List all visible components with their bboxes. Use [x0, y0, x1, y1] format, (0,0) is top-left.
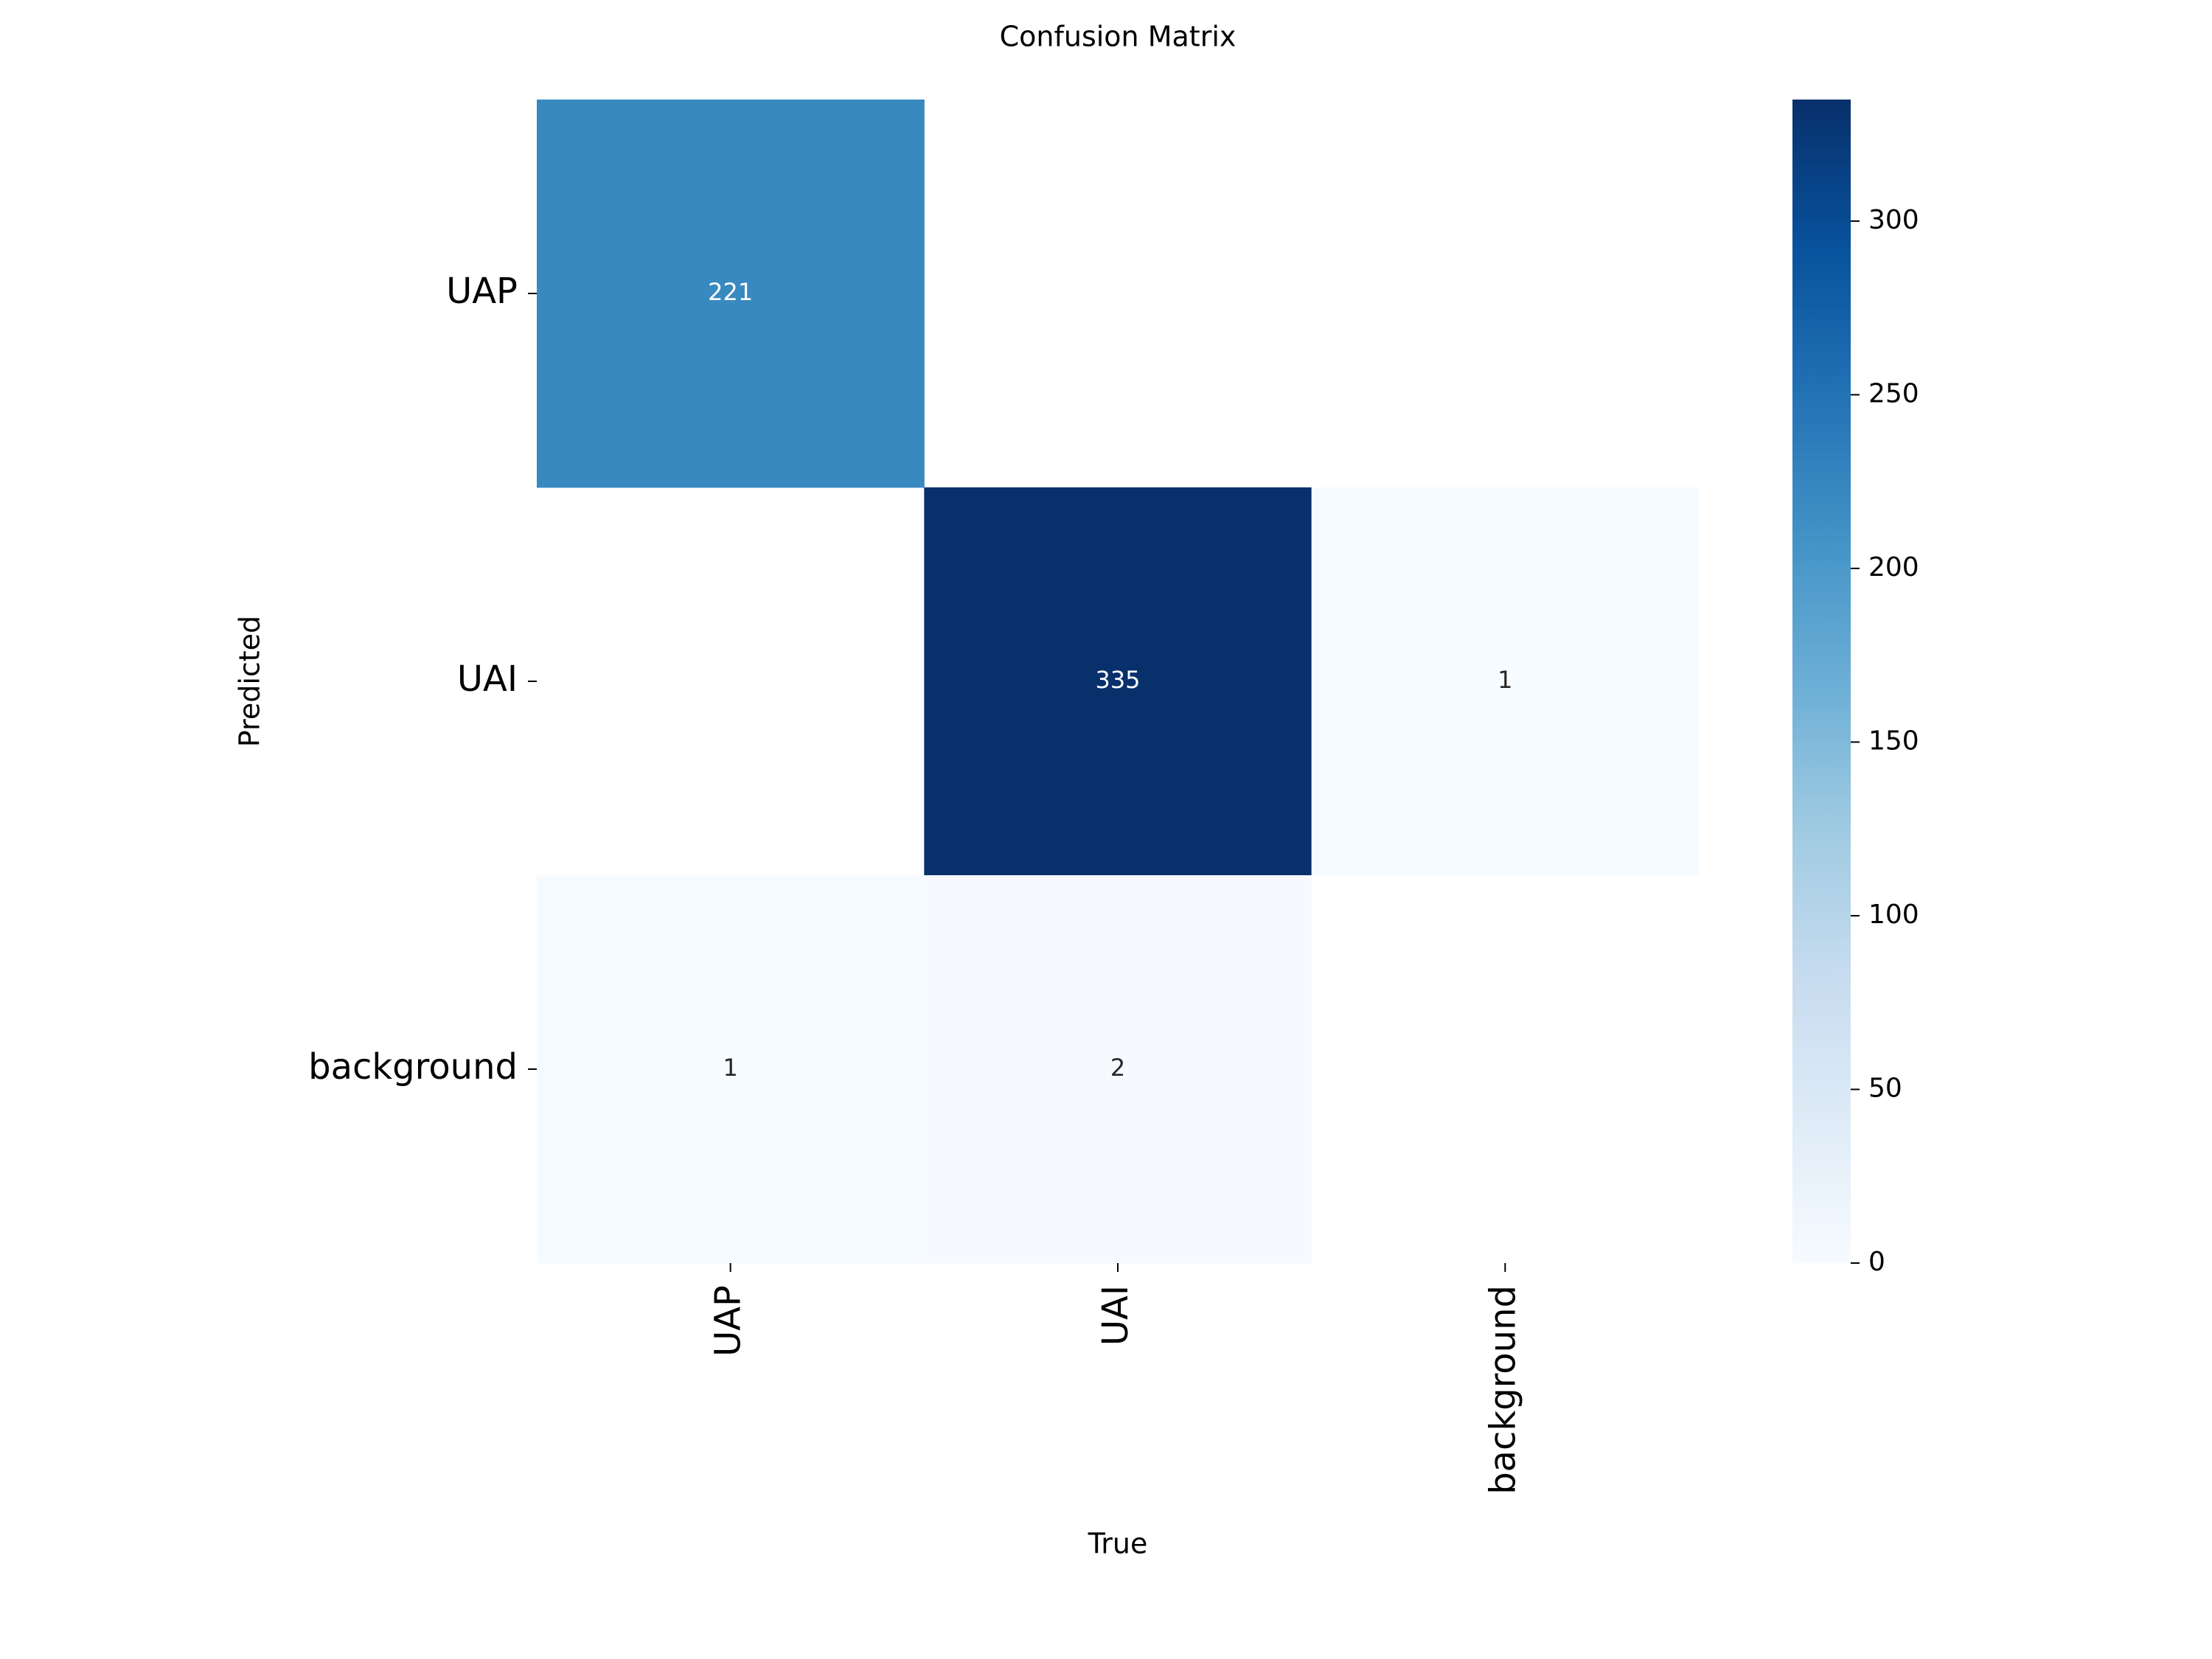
- y-tick-label: UAI: [457, 658, 518, 700]
- y-axis-label: Predicted: [234, 616, 266, 747]
- cell: [924, 487, 1312, 876]
- cell-label: 1: [1498, 666, 1512, 694]
- y-tick-label: UAP: [446, 271, 518, 312]
- colorbar-tick-label: 50: [1868, 1073, 1902, 1103]
- colorbar-tick-label: 250: [1868, 378, 1919, 408]
- cell: [537, 875, 925, 1264]
- x-tick-label: UAP: [708, 1285, 749, 1357]
- x-tick-label: background: [1482, 1285, 1523, 1495]
- cell-label: 335: [1095, 666, 1140, 694]
- colorbar-tick-label: 200: [1868, 552, 1919, 582]
- y-tick-label: background: [308, 1046, 518, 1088]
- colorbar-tick-label: 100: [1868, 900, 1919, 930]
- cell-label: 221: [708, 278, 753, 306]
- chart-title: Confusion Matrix: [1000, 21, 1237, 53]
- cell-label: 2: [1110, 1054, 1125, 1082]
- x-axis-label: True: [1088, 1528, 1148, 1560]
- colorbar-tick-label: 300: [1868, 205, 1919, 235]
- x-tick-label: UAI: [1095, 1285, 1136, 1346]
- cell: [924, 875, 1312, 1264]
- colorbar-tick-label: 150: [1868, 726, 1919, 756]
- cell: [537, 100, 925, 488]
- cell: [1311, 487, 1700, 876]
- cell-label: 1: [723, 1054, 737, 1082]
- colorbar: [1792, 100, 1851, 1263]
- colorbar-tick-label: 0: [1868, 1247, 1885, 1277]
